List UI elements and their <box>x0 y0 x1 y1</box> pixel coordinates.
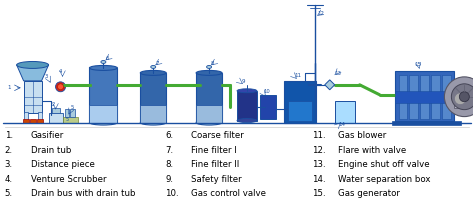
Text: 14: 14 <box>339 122 346 126</box>
Bar <box>399 75 408 119</box>
Bar <box>431 75 440 119</box>
Ellipse shape <box>196 120 222 125</box>
Bar <box>420 75 429 119</box>
Text: 5: 5 <box>65 117 69 122</box>
Ellipse shape <box>140 70 166 75</box>
Bar <box>288 101 312 121</box>
Bar <box>64 109 70 117</box>
Ellipse shape <box>90 66 118 70</box>
Circle shape <box>57 84 64 90</box>
Text: 8.: 8. <box>165 160 173 169</box>
Text: 1.: 1. <box>5 131 13 140</box>
Text: Safety filter: Safety filter <box>191 175 242 184</box>
Bar <box>52 108 60 113</box>
Text: Flare with valve: Flare with valve <box>337 146 406 155</box>
Bar <box>140 73 166 123</box>
Ellipse shape <box>196 70 222 75</box>
Bar <box>260 95 276 119</box>
Text: 15.: 15. <box>312 189 326 198</box>
Bar <box>37 112 42 119</box>
Text: 9: 9 <box>242 79 246 84</box>
Text: 13: 13 <box>335 71 342 76</box>
Bar <box>394 71 455 121</box>
Text: 6.: 6. <box>165 131 173 140</box>
Text: 4.: 4. <box>5 175 13 184</box>
Bar <box>284 81 316 123</box>
Ellipse shape <box>207 66 211 68</box>
Bar <box>410 75 419 119</box>
Text: 4: 4 <box>58 69 62 74</box>
Bar <box>23 119 28 123</box>
Text: 11: 11 <box>295 73 302 78</box>
Text: 15: 15 <box>414 62 421 67</box>
Text: Gasifier: Gasifier <box>31 131 64 140</box>
Text: 2.: 2. <box>5 146 13 155</box>
Ellipse shape <box>140 120 166 125</box>
Text: 12.: 12. <box>312 146 326 155</box>
Ellipse shape <box>17 61 48 68</box>
Ellipse shape <box>151 66 156 68</box>
Text: 10: 10 <box>263 89 270 94</box>
Polygon shape <box>325 80 335 90</box>
Bar <box>90 68 118 123</box>
Bar <box>237 91 257 121</box>
Bar <box>90 105 118 123</box>
Ellipse shape <box>237 119 257 123</box>
Text: 7.: 7. <box>165 146 173 155</box>
Text: 9.: 9. <box>165 175 173 184</box>
Circle shape <box>445 77 474 117</box>
Bar <box>29 119 36 123</box>
Text: 10.: 10. <box>165 189 179 198</box>
Text: Gas generator: Gas generator <box>337 189 400 198</box>
Bar <box>36 119 43 123</box>
Text: Distance piece: Distance piece <box>31 160 94 169</box>
Bar <box>196 73 222 123</box>
Text: Drain bus with drain tub: Drain bus with drain tub <box>31 189 135 198</box>
Ellipse shape <box>101 61 106 63</box>
Circle shape <box>451 84 474 110</box>
Text: 5: 5 <box>71 105 74 110</box>
Bar <box>392 121 461 125</box>
Text: Fine filter I: Fine filter I <box>191 146 237 155</box>
Text: 12: 12 <box>318 11 325 16</box>
Text: 13.: 13. <box>312 160 326 169</box>
Text: Venture Scrubber: Venture Scrubber <box>31 175 106 184</box>
Text: Gas control valve: Gas control valve <box>191 189 266 198</box>
Bar <box>71 109 75 117</box>
Bar <box>442 75 451 119</box>
Text: Gas blower: Gas blower <box>337 131 386 140</box>
Text: 5.: 5. <box>5 189 13 198</box>
Text: 8: 8 <box>211 61 215 66</box>
Text: Water separation box: Water separation box <box>337 175 430 184</box>
Bar <box>455 90 466 108</box>
Polygon shape <box>17 65 48 81</box>
Text: Drain tub: Drain tub <box>31 146 71 155</box>
Text: Fine filter II: Fine filter II <box>191 160 239 169</box>
Circle shape <box>455 93 466 105</box>
Text: 2: 2 <box>52 102 55 107</box>
Bar <box>394 91 455 103</box>
Bar <box>140 105 166 123</box>
Bar <box>48 113 63 123</box>
Text: 3: 3 <box>45 74 48 79</box>
Bar <box>63 117 79 123</box>
Ellipse shape <box>90 120 118 125</box>
Ellipse shape <box>237 89 257 93</box>
Text: 3.: 3. <box>5 160 13 169</box>
Bar <box>196 105 222 123</box>
Text: 14.: 14. <box>312 175 326 184</box>
Bar <box>24 81 42 113</box>
Text: 11.: 11. <box>312 131 326 140</box>
Circle shape <box>459 92 469 102</box>
Bar <box>24 112 27 119</box>
Bar <box>335 101 355 123</box>
Text: 1: 1 <box>7 85 11 90</box>
Text: Coarse filter: Coarse filter <box>191 131 244 140</box>
Text: Engine shut off valve: Engine shut off valve <box>337 160 429 169</box>
Text: 7: 7 <box>155 61 159 66</box>
Text: 6: 6 <box>105 56 109 61</box>
Circle shape <box>55 82 65 92</box>
